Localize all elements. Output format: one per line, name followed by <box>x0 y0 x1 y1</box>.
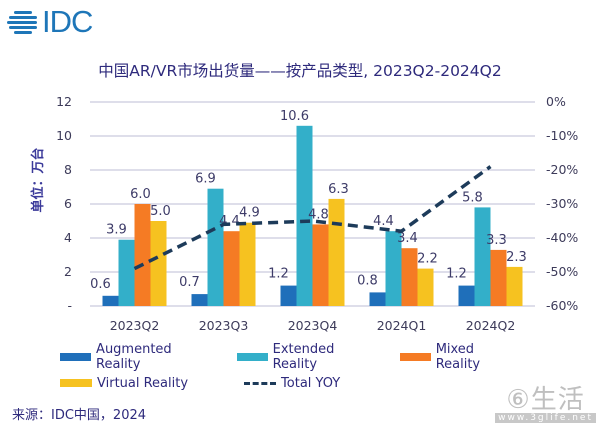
bar-virtual <box>239 222 256 306</box>
bar-augmented <box>191 294 208 306</box>
legend: Augmented Reality Extended Reality Mixed… <box>60 342 540 396</box>
source-note: 来源：IDC中国，2024 <box>12 408 147 423</box>
legend-swatch-virtual <box>60 379 92 387</box>
y-tick-label: 10 <box>56 128 72 143</box>
x-tick-label: 2024Q2 <box>466 318 516 333</box>
data-label-virtual: 4.9 <box>239 206 260 221</box>
data-label-extended: 6.9 <box>195 172 216 187</box>
bar-augmented <box>102 295 119 306</box>
data-label-virtual: 5.0 <box>150 204 171 219</box>
bar-augmented <box>458 285 475 306</box>
y-tick-label: 12 <box>56 94 72 109</box>
data-label-mixed: 6.0 <box>130 187 151 202</box>
x-tick-label: 2023Q3 <box>199 318 249 333</box>
y2-tick-label: 0% <box>546 94 566 109</box>
bar-augmented <box>280 285 297 306</box>
y2-tick-label: -40% <box>546 230 578 245</box>
legend-item-augmented: Augmented Reality <box>60 342 217 372</box>
x-tick-label: 2023Q4 <box>288 318 338 333</box>
bar-mixed <box>134 204 151 306</box>
data-label-augmented: 0.7 <box>179 275 200 290</box>
y2-tick-label: -20% <box>546 162 578 177</box>
y2-tick-label: -10% <box>546 128 578 143</box>
bar-virtual <box>328 198 345 306</box>
data-label-mixed: 3.4 <box>397 231 418 246</box>
bar-extended <box>296 125 313 306</box>
bar-extended <box>474 207 491 306</box>
watermark: ⑥生活 www.3glife.net <box>495 387 596 423</box>
legend-swatch-mixed <box>399 353 431 361</box>
logo-text: IDC <box>42 4 93 39</box>
y2-tick-label: -30% <box>546 196 578 211</box>
y-tick-label: 6 <box>64 196 72 211</box>
y2-tick-label: -50% <box>546 264 578 279</box>
bar-mixed <box>312 224 329 306</box>
legend-label-yoy: Total YOY <box>281 375 341 391</box>
line-yoy <box>133 165 492 271</box>
legend-item-mixed: Mixed Reality <box>399 342 520 372</box>
y2-tick-label: -60% <box>546 298 578 313</box>
legend-swatch-extended <box>236 353 268 361</box>
x-tick-label: 2024Q1 <box>377 318 427 333</box>
idc-globe-stripes-icon <box>6 9 40 35</box>
legend-label-mixed: Mixed Reality <box>435 342 481 372</box>
legend-label-virtual: Virtual Reality <box>97 375 189 391</box>
legend-label-extended: Extended Reality <box>272 342 335 372</box>
legend-item-extended: Extended Reality <box>236 342 380 372</box>
data-label-extended: 10.6 <box>280 109 309 124</box>
bar-virtual <box>506 266 523 306</box>
y-tick-label: - <box>67 298 72 313</box>
data-label-virtual: 2.2 <box>417 252 438 267</box>
legend-item-virtual: Virtual Reality <box>60 376 188 391</box>
data-label-extended: 5.8 <box>462 190 483 205</box>
watermark-url: www.3glife.net <box>495 413 596 423</box>
x-tick-label: 2023Q2 <box>110 318 160 333</box>
data-label-mixed: 4.8 <box>308 207 329 222</box>
data-label-augmented: 1.2 <box>268 267 289 282</box>
bar-mixed <box>401 248 418 306</box>
data-label-augmented: 0.8 <box>357 273 378 288</box>
y-tick-label: 2 <box>64 264 72 279</box>
watermark-logo: ⑥生活 <box>506 385 585 415</box>
legend-swatch-augmented <box>60 353 92 361</box>
bar-extended <box>385 231 402 306</box>
idc-logo: IDC <box>6 4 93 39</box>
legend-item-yoy: Total YOY <box>244 376 340 391</box>
legend-label-augmented: Augmented Reality <box>96 342 172 372</box>
bar-extended <box>118 239 135 306</box>
bar-virtual <box>150 221 167 306</box>
bar-virtual <box>417 268 434 306</box>
data-label-augmented: 1.2 <box>446 267 467 282</box>
data-label-virtual: 6.3 <box>328 182 349 197</box>
y-tick-label: 4 <box>64 230 72 245</box>
bar-augmented <box>369 292 386 306</box>
bar-extended <box>207 188 224 306</box>
bar-mixed <box>490 249 507 306</box>
data-label-virtual: 2.3 <box>506 250 527 265</box>
data-label-extended: 3.9 <box>106 223 127 238</box>
bar-mixed <box>223 231 240 306</box>
chart-title: 中国AR/VR市场出货量——按产品类型, 2023Q2-2024Q2 <box>98 62 502 80</box>
y-tick-label: 8 <box>64 162 72 177</box>
data-label-mixed: 3.3 <box>486 233 507 248</box>
data-label-augmented: 0.6 <box>90 277 111 292</box>
data-label-extended: 4.4 <box>373 214 394 229</box>
legend-swatch-yoy <box>244 381 277 385</box>
